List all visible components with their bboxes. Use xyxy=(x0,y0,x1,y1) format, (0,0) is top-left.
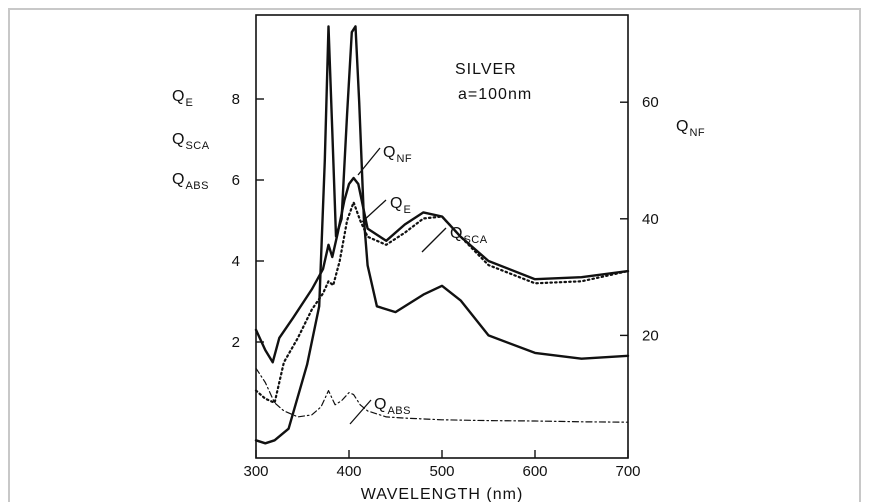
right-axis-label-qnf: QNF xyxy=(676,118,705,139)
right-y-axis-ticks: 20 40 60 xyxy=(620,94,659,344)
left-tick-label-2: 2 xyxy=(232,334,240,351)
series-q-sca-line xyxy=(254,201,630,404)
left-tick-label-4: 4 xyxy=(232,253,240,270)
x-tick-label-600: 600 xyxy=(522,463,547,480)
left-y-axis-ticks: 2 4 6 8 xyxy=(232,91,264,351)
curve-label-qnf: QNF xyxy=(383,144,412,165)
right-tick-label-60: 60 xyxy=(642,94,659,111)
pointer-qnf xyxy=(357,147,381,176)
x-tick-label-300: 300 xyxy=(243,463,268,480)
curve-label-qe: QE xyxy=(390,195,411,216)
curve-label-qabs: QABS xyxy=(374,396,411,417)
left-tick-label-8: 8 xyxy=(232,91,240,108)
pointer-qe xyxy=(361,199,387,223)
series-group xyxy=(254,25,630,445)
series-q-abs-line xyxy=(255,367,629,423)
left-axis-label-qabs: QABS xyxy=(172,171,209,192)
left-tick-label-6: 6 xyxy=(232,172,240,189)
curve-label-qsca: QSCA xyxy=(450,225,488,246)
right-tick-label-20: 20 xyxy=(642,327,659,344)
label-pointers xyxy=(349,147,447,425)
annotation-radius: a=100nm xyxy=(458,86,532,103)
x-tick-label-700: 700 xyxy=(615,463,640,480)
series-q-nf-line xyxy=(254,25,630,445)
pointer-qabs xyxy=(349,399,372,425)
pointer-qsca xyxy=(421,227,447,253)
x-tick-label-400: 400 xyxy=(336,463,361,480)
left-axis-label-qe: QE xyxy=(172,88,193,109)
annotation-material: SILVER xyxy=(455,61,517,78)
x-tick-label-500: 500 xyxy=(429,463,454,480)
plot-area xyxy=(255,14,629,459)
series-q-e-line xyxy=(254,176,630,364)
left-axis-label-qsca: QSCA xyxy=(172,131,210,152)
x-axis-label: WAVELENGTH (nm) xyxy=(361,486,524,502)
x-axis-ticks: 300 400 500 600 700 xyxy=(243,450,641,480)
right-tick-label-40: 40 xyxy=(642,211,659,228)
